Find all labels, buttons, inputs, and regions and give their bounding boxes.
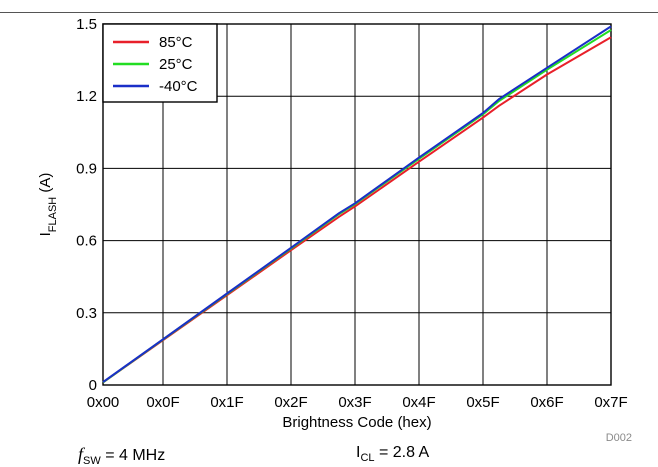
- x-tick-label: 0x2F: [274, 394, 307, 411]
- series-line-2: [102, 25, 612, 383]
- top-rule: [0, 12, 658, 13]
- legend-label: -40°C: [159, 78, 198, 95]
- legend-label: 25°C: [159, 56, 193, 73]
- y-axis-label-sub: FLASH: [47, 197, 59, 233]
- current-limit-condition: ICL = 2.8 A: [356, 444, 429, 464]
- y-axis-label-main: I: [37, 232, 54, 236]
- fsw-subscript: SW: [83, 455, 101, 467]
- x-tick-label: 0x4F: [402, 394, 435, 411]
- x-tick-label: 0x3F: [338, 394, 371, 411]
- icl-subscript: CL: [360, 452, 375, 465]
- fsw-value: = 4 MHz: [100, 447, 166, 464]
- legend: 85°C 25°C -40°C: [102, 23, 218, 103]
- y-tick-label: 0.6: [76, 233, 97, 250]
- y-axis-label: IFLASH (A): [37, 173, 59, 237]
- x-axis-label: Brightness Code (hex): [282, 414, 431, 431]
- x-tick-label: 0x0F: [146, 394, 179, 411]
- x-tick-label: 0x00: [87, 394, 120, 411]
- y-tick-label: 0: [89, 377, 97, 394]
- series-lines: [102, 25, 612, 384]
- x-tick-label: 0x5F: [466, 394, 499, 411]
- x-tick-label: 0x6F: [530, 394, 563, 411]
- y-tick-label: 0.9: [76, 160, 97, 177]
- fsw-symbol: f: [78, 444, 84, 464]
- switching-frequency-condition: fSW = 4 MHz: [78, 444, 165, 467]
- y-tick-labels: 0 0.3 0.6 0.9 1.2 1.5: [76, 16, 97, 394]
- icl-symbol: I: [356, 444, 361, 461]
- icl-value: = 2.8 A: [374, 444, 430, 461]
- figure-id: D002: [606, 432, 632, 444]
- x-tick-label: 0x7F: [594, 394, 627, 411]
- plot-frame: [102, 23, 612, 386]
- y-axis-label-unit: (A): [37, 173, 54, 197]
- legend-label: 85°C: [159, 34, 193, 51]
- y-tick-label: 1.5: [76, 16, 97, 33]
- x-tick-label: 0x1F: [210, 394, 243, 411]
- y-tick-label: 1.2: [76, 88, 97, 105]
- y-tick-label: 0.3: [76, 305, 97, 322]
- x-tick-labels: 0x00 0x0F 0x1F 0x2F 0x3F 0x4F 0x5F 0x6F 0x7F: [87, 394, 628, 411]
